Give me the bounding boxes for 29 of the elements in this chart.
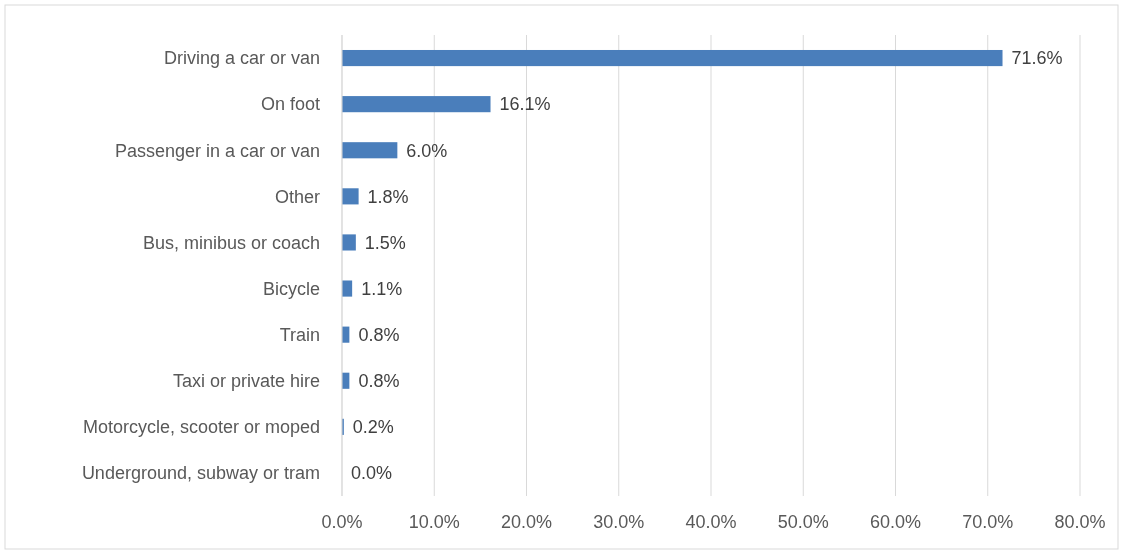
- x-tick-label: 70.0%: [962, 512, 1014, 532]
- data-label: 16.1%: [499, 94, 551, 115]
- x-tick-label: 50.0%: [777, 512, 829, 532]
- data-label: 1.1%: [361, 278, 403, 299]
- x-tick-label: 20.0%: [500, 512, 553, 532]
- y-tick-label: Underground, subway or tram: [81, 463, 320, 484]
- y-tick-label: Other: [274, 186, 320, 207]
- x-tick-label: 0.0%: [321, 512, 363, 532]
- data-label: 1.8%: [367, 186, 409, 207]
- data-label: 1.5%: [364, 232, 406, 253]
- y-tick-label: On foot: [260, 94, 320, 115]
- x-tick-label: 60.0%: [869, 512, 922, 532]
- x-tick-label: 40.0%: [685, 512, 737, 532]
- y-tick-label: Motorcycle, scooter or moped: [82, 417, 320, 438]
- x-tick-label: 80.0%: [1054, 512, 1106, 532]
- data-label: 0.2%: [352, 417, 394, 438]
- y-tick-label: Bicycle: [262, 278, 320, 299]
- y-tick-label: Taxi or private hire: [172, 371, 320, 392]
- x-tick-label: 30.0%: [593, 512, 645, 532]
- data-label: 0.8%: [358, 371, 400, 392]
- y-tick-label: Train: [279, 324, 320, 345]
- data-label: 6.0%: [406, 140, 448, 161]
- y-tick-label: Passenger in a car or van: [114, 140, 320, 161]
- data-label: 0.0%: [351, 463, 393, 484]
- data-label: 0.8%: [358, 324, 400, 345]
- data-label: 71.6%: [1011, 48, 1063, 69]
- x-tick-label: 10.0%: [408, 512, 460, 532]
- y-tick-label: Bus, minibus or coach: [142, 232, 320, 253]
- y-tick-label: Driving a car or van: [163, 48, 320, 69]
